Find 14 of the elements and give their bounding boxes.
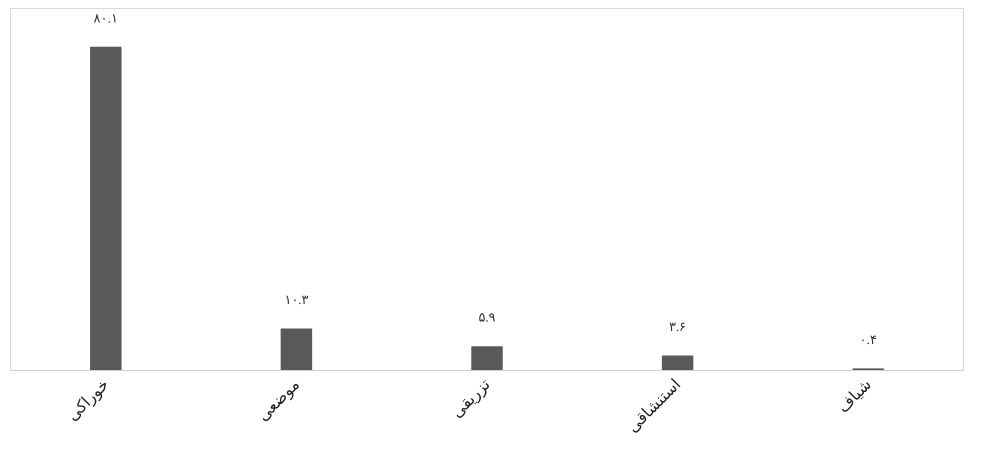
- x-tick-label: تزریقی: [447, 374, 494, 422]
- x-tick-label: خوراکی: [62, 374, 113, 424]
- data-label: ۵.۹: [478, 310, 496, 325]
- x-tick-label: موضعی: [253, 374, 304, 425]
- data-label: ۸۰.۱: [94, 10, 118, 26]
- bar: [662, 355, 694, 370]
- data-label: ۰.۴: [860, 332, 877, 347]
- x-tick-label: شیاف: [833, 374, 875, 416]
- bar: [280, 328, 312, 370]
- x-tick-label: استنشاقی: [623, 374, 684, 436]
- data-label: ۱۰.۳: [284, 292, 309, 307]
- bar: [90, 46, 122, 370]
- bar: [471, 346, 503, 370]
- data-label: ۳.۶: [668, 318, 686, 334]
